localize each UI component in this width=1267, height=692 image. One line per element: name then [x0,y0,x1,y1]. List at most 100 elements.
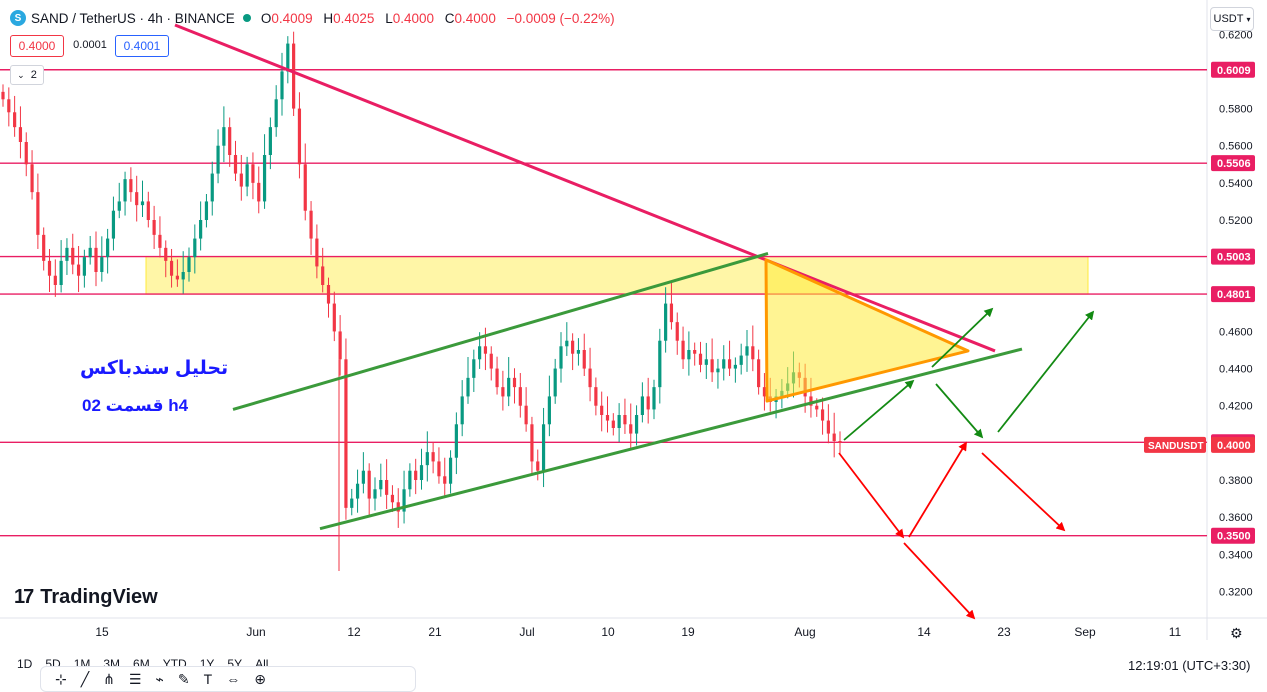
candle-body [361,470,365,484]
currency-label: USDT [1213,13,1244,25]
candle-body [13,112,17,128]
candle-body [640,396,644,415]
candle-body [611,420,615,428]
sell-button[interactable]: 0.4000 [10,35,64,57]
y-tick-label: 0.4600 [1219,326,1253,338]
candle-body [53,275,57,285]
candle-body [59,260,63,285]
x-tick-label: Sep [1074,625,1096,639]
forecast-arrow-1 [931,307,994,368]
current-price-label: 0.4000 [1217,440,1251,452]
level-label-box [1211,248,1255,265]
y-tick-label: 0.3200 [1219,586,1253,598]
level-label-text: 0.5003 [1217,252,1251,264]
candle-body [675,322,679,341]
candle-body [181,272,185,280]
currency-select[interactable]: USDT ▾ [1210,7,1254,31]
open-label: O [260,10,272,26]
forecast-arrow-5 [908,441,967,538]
timeframe-1d[interactable]: 1D [17,657,33,671]
candle-body [106,238,110,258]
candle-body [541,424,546,471]
x-tick-label: 15 [95,625,109,639]
candle-body [757,359,761,388]
low-label: L [385,10,393,26]
candle-body [832,433,836,441]
level-label-text: 0.4801 [1217,289,1251,301]
trendline-icon[interactable]: ╱ [80,670,90,687]
candle-body [716,368,720,373]
zoom-icon[interactable]: ⊕ [254,670,266,687]
fib-icon[interactable]: ☰ [128,670,142,687]
candle-body [268,127,272,155]
level-label-text: 0.5506 [1217,158,1251,170]
candle-body [414,470,418,480]
candle-body [582,350,586,369]
y-tick-label: 0.5400 [1219,178,1253,190]
chevron-down-icon: ▾ [1246,14,1251,24]
level-label-0: 0.6009 [1211,61,1255,78]
candle-body [385,480,389,495]
gear-icon[interactable]: ⚙ [1230,625,1243,641]
candle-body [634,415,639,434]
candle-body [367,470,371,499]
candle-body [175,275,179,280]
candle-body [326,285,331,304]
close-value: 0.4000 [454,10,496,26]
candle-body [350,498,354,508]
candle-body [600,405,604,415]
pattern-icon[interactable]: ⌁ [155,670,164,687]
candle-body [262,155,267,202]
candle-body [431,452,435,462]
candle-body [76,264,81,276]
symbol-price-tag [1144,436,1206,453]
level-label-box [1211,527,1255,544]
candle-body [309,210,313,239]
pitchfork-icon[interactable]: ⋔ [103,670,115,687]
text-icon[interactable]: T [203,671,213,687]
buy-button[interactable]: 0.4001 [115,35,169,57]
candle-body [396,502,400,512]
candle-body [739,355,743,365]
level-label-text: 0.3500 [1217,531,1251,543]
symbol-title[interactable]: SAND / TetherUS · 4h · BINANCE [31,10,235,26]
candle-body [512,377,517,388]
channel-lower-line [319,347,1023,531]
candle-body [228,127,232,155]
candle-body [466,377,470,397]
x-tick-label: 19 [681,625,695,639]
crosshair-icon[interactable]: ⊹ [55,670,67,687]
candle-body [379,480,383,490]
candle-body [1,91,5,100]
candle-body [820,409,825,421]
candle-body [576,350,581,354]
forecast-arrow-3 [997,310,1095,433]
candle-body [681,340,685,360]
candle-body [233,155,238,174]
candle-body [245,164,249,187]
candle-body [71,247,75,265]
candle-body [751,346,755,360]
candle-body [297,108,302,165]
measure-icon[interactable]: ⇔ [226,671,241,687]
brush-icon[interactable]: ✎ [177,670,190,687]
candle-body [826,420,830,434]
high-label: H [323,10,334,26]
x-tick-label: 11 [1169,625,1182,639]
candle-body [518,387,522,406]
candle-body [338,331,342,360]
candle-body [408,470,412,490]
high-value: 0.4025 [333,10,375,26]
watermark-text: TradingView [40,586,158,608]
candle-body [588,368,592,388]
candle-body [303,164,307,211]
x-tick-label: Jul [519,625,534,639]
candle-body [687,350,691,360]
indicators-toggle[interactable]: ⌄ 2 [10,65,44,85]
candle-body [321,266,325,285]
candle-body [239,173,243,187]
candle-body [88,247,92,258]
candle-body [42,234,46,261]
forecast-arrow-7 [903,542,976,620]
